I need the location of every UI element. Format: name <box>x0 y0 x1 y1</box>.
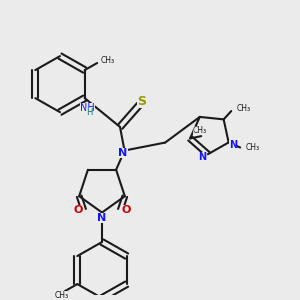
Text: N: N <box>229 140 237 150</box>
Text: N: N <box>118 148 127 158</box>
Text: CH₃: CH₃ <box>100 56 114 64</box>
Text: CH₃: CH₃ <box>193 126 207 135</box>
Text: S: S <box>137 95 146 108</box>
Text: O: O <box>74 205 83 215</box>
Text: NH: NH <box>80 103 95 112</box>
Text: CH₃: CH₃ <box>245 143 260 152</box>
Text: CH₃: CH₃ <box>55 291 69 300</box>
Text: H: H <box>86 108 92 117</box>
Text: CH₃: CH₃ <box>237 104 251 113</box>
Text: N: N <box>98 213 106 223</box>
Text: O: O <box>121 205 130 215</box>
Text: N: N <box>198 152 206 162</box>
